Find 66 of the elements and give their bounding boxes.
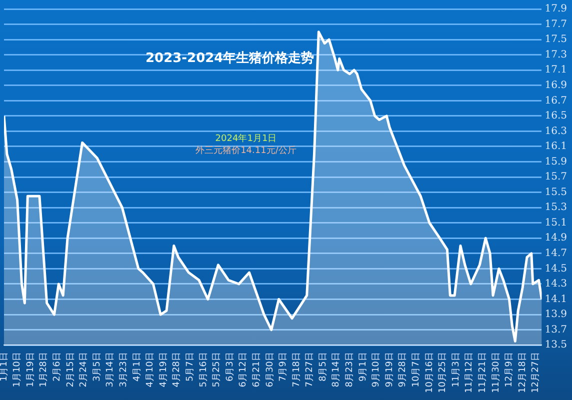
x-tick-label: 1月28日 xyxy=(39,352,50,388)
x-tick-label: 5月25日 xyxy=(212,352,222,388)
x-tick-label: 2月6日 xyxy=(52,352,63,382)
x-tick-label: 2月24日 xyxy=(79,352,90,388)
y-tick-label: 13.9 xyxy=(544,309,567,320)
y-tick-label: 17.9 xyxy=(544,4,567,15)
x-tick-label: 9月10日 xyxy=(372,352,382,388)
y-tick-label: 15.7 xyxy=(544,172,567,183)
y-tick-label: 16.3 xyxy=(544,126,567,137)
x-tick-label: 2月15日 xyxy=(66,352,76,388)
x-tick-label: 11月3日 xyxy=(451,352,462,388)
y-tick-label: 15.9 xyxy=(544,156,567,168)
x-tick-label: 11月30日 xyxy=(491,352,502,393)
x-tick-label: 10月25日 xyxy=(438,352,448,393)
x-tick-label: 4月10日 xyxy=(146,352,156,388)
x-tick-label: 4月19日 xyxy=(158,352,169,388)
x-tick-label: 12月18日 xyxy=(518,352,528,393)
x-tick-label: 8月23日 xyxy=(345,352,356,388)
x-tick-label: 9月1日 xyxy=(358,352,368,382)
x-tick-label: 6月3日 xyxy=(225,352,236,382)
x-tick-label: 4月28日 xyxy=(172,352,182,388)
y-tick-label: 14.9 xyxy=(544,232,567,244)
annotation: 2024年1月1日 xyxy=(215,133,277,144)
x-tick-label: 1月10日 xyxy=(12,352,23,388)
text: 2023-2024年生猪价格走势 xyxy=(145,50,314,66)
y-tick-label: 17.7 xyxy=(544,18,567,30)
x-tick-label: 7月9日 xyxy=(278,352,289,382)
x-tick-label: 5月7日 xyxy=(185,352,196,382)
y-tick-label: 16.7 xyxy=(544,95,567,106)
y-tick-label: 13.5 xyxy=(544,340,567,351)
annotation: 外三元猪价14.11元/公斤 xyxy=(196,145,296,156)
y-tick-label: 15.3 xyxy=(544,202,567,214)
x-tick-label: 7月18日 xyxy=(292,352,302,388)
x-tick-label: 1月19日 xyxy=(26,352,36,388)
x-tick-label: 10月16日 xyxy=(424,352,435,393)
y-tick-label: 17.3 xyxy=(544,49,567,60)
y-tick-label: 14.5 xyxy=(544,263,567,274)
x-tick-label: 6月12日 xyxy=(238,352,249,388)
y-tick-label: 14.1 xyxy=(544,294,567,305)
y-tick-label: 16.1 xyxy=(544,141,567,152)
x-tick-label: 12月9日 xyxy=(504,352,515,388)
x-tick-label: 11月12日 xyxy=(464,352,475,393)
y-tick-label: 13.7 xyxy=(544,324,567,336)
y-tick-label: 16.5 xyxy=(544,110,567,122)
x-tick-label: 7月27日 xyxy=(305,352,316,388)
x-tick-label: 5月16日 xyxy=(198,352,209,388)
x-tick-label: 10月7日 xyxy=(412,352,422,388)
x-tick-label: 3月5日 xyxy=(92,352,102,382)
y-tick-label: 15.1 xyxy=(544,217,567,228)
x-tick-label: 3月14日 xyxy=(106,352,116,388)
y-tick-label: 17.5 xyxy=(544,34,567,46)
y-tick-label: 16.9 xyxy=(544,80,567,91)
x-tick-label: 12月27日 xyxy=(531,352,542,393)
y-tick-label: 17.1 xyxy=(544,64,567,76)
y-tick-label: 15.5 xyxy=(544,186,567,198)
x-tick-label: 11月21日 xyxy=(478,352,488,393)
x-tick-label: 6月30日 xyxy=(265,352,276,388)
y-tick-label: 14.3 xyxy=(544,278,567,290)
x-tick-label: 9月28日 xyxy=(398,352,408,388)
x-tick-label: 6月21日 xyxy=(252,352,262,388)
y-tick-label: 14.7 xyxy=(544,248,567,260)
x-tick-label: 8月14日 xyxy=(332,352,342,388)
x-tick-label: 4月1日 xyxy=(132,352,142,382)
x-tick-label: 3月23日 xyxy=(119,352,130,388)
x-tick-label: 8月5日 xyxy=(318,352,328,382)
x-tick-label: 9月19日 xyxy=(384,352,395,388)
